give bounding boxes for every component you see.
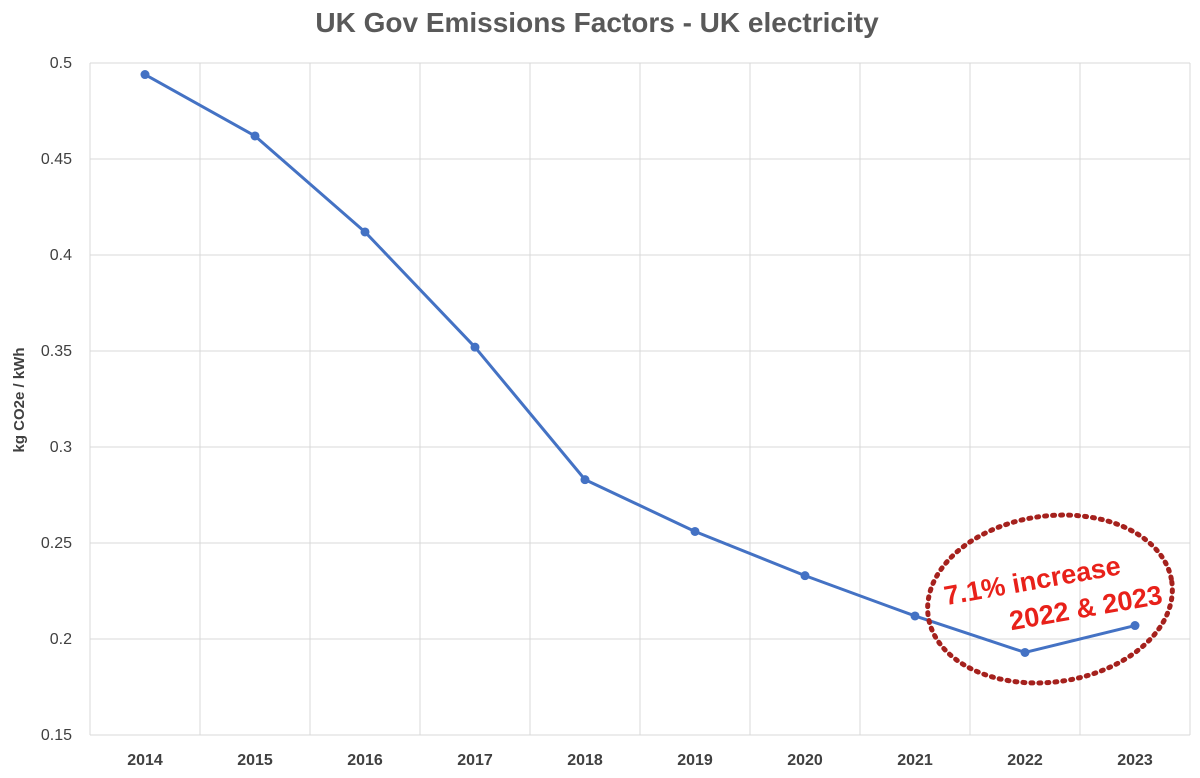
y-tick-label: 0.15 xyxy=(41,727,72,744)
x-tick-label: 2020 xyxy=(787,752,823,769)
y-axis-label: kg CO2e / kWh xyxy=(11,347,28,452)
data-point-2018 xyxy=(580,475,590,485)
x-tick-label: 2018 xyxy=(567,752,603,769)
y-axis-ticks: 0.15 0.2 0.25 0.3 0.35 0.4 0.45 0.5 xyxy=(41,55,72,744)
gridlines xyxy=(89,62,1191,736)
y-tick-label: 0.3 xyxy=(50,439,72,456)
annotation: 7.1% increase 2022 & 2023 xyxy=(925,512,1175,686)
y-tick-label: 0.4 xyxy=(50,247,72,264)
x-tick-label: 2014 xyxy=(127,752,163,769)
y-tick-label: 0.45 xyxy=(41,151,72,168)
y-tick-label: 0.35 xyxy=(41,343,72,360)
x-axis-ticks: 2014 2015 2016 2017 2018 2019 2020 2021 2022 2023 xyxy=(127,752,1153,769)
x-tick-label: 2022 xyxy=(1007,752,1043,769)
data-point-2022 xyxy=(1020,647,1030,657)
data-point-2016 xyxy=(360,227,370,237)
data-point-2014 xyxy=(140,70,150,80)
data-point-2020 xyxy=(800,571,810,581)
x-tick-label: 2021 xyxy=(897,752,933,769)
series-line xyxy=(144,73,1136,654)
series-group xyxy=(140,70,1140,657)
x-tick-label: 2023 xyxy=(1117,752,1153,769)
data-point-2021 xyxy=(910,611,920,621)
chart-title: UK Gov Emissions Factors - UK electricit… xyxy=(315,7,879,38)
x-tick-label: 2015 xyxy=(237,752,273,769)
data-point-2019 xyxy=(690,526,700,536)
x-tick-label: 2019 xyxy=(677,752,713,769)
y-tick-label: 0.25 xyxy=(41,535,72,552)
data-point-2015 xyxy=(250,131,260,141)
y-tick-label: 0.2 xyxy=(50,631,72,648)
x-tick-label: 2017 xyxy=(457,752,493,769)
annotation-ellipse xyxy=(925,512,1175,686)
x-tick-label: 2016 xyxy=(347,752,383,769)
data-point-2023 xyxy=(1130,621,1140,631)
y-tick-label: 0.5 xyxy=(50,55,72,72)
data-point-2017 xyxy=(470,342,480,352)
